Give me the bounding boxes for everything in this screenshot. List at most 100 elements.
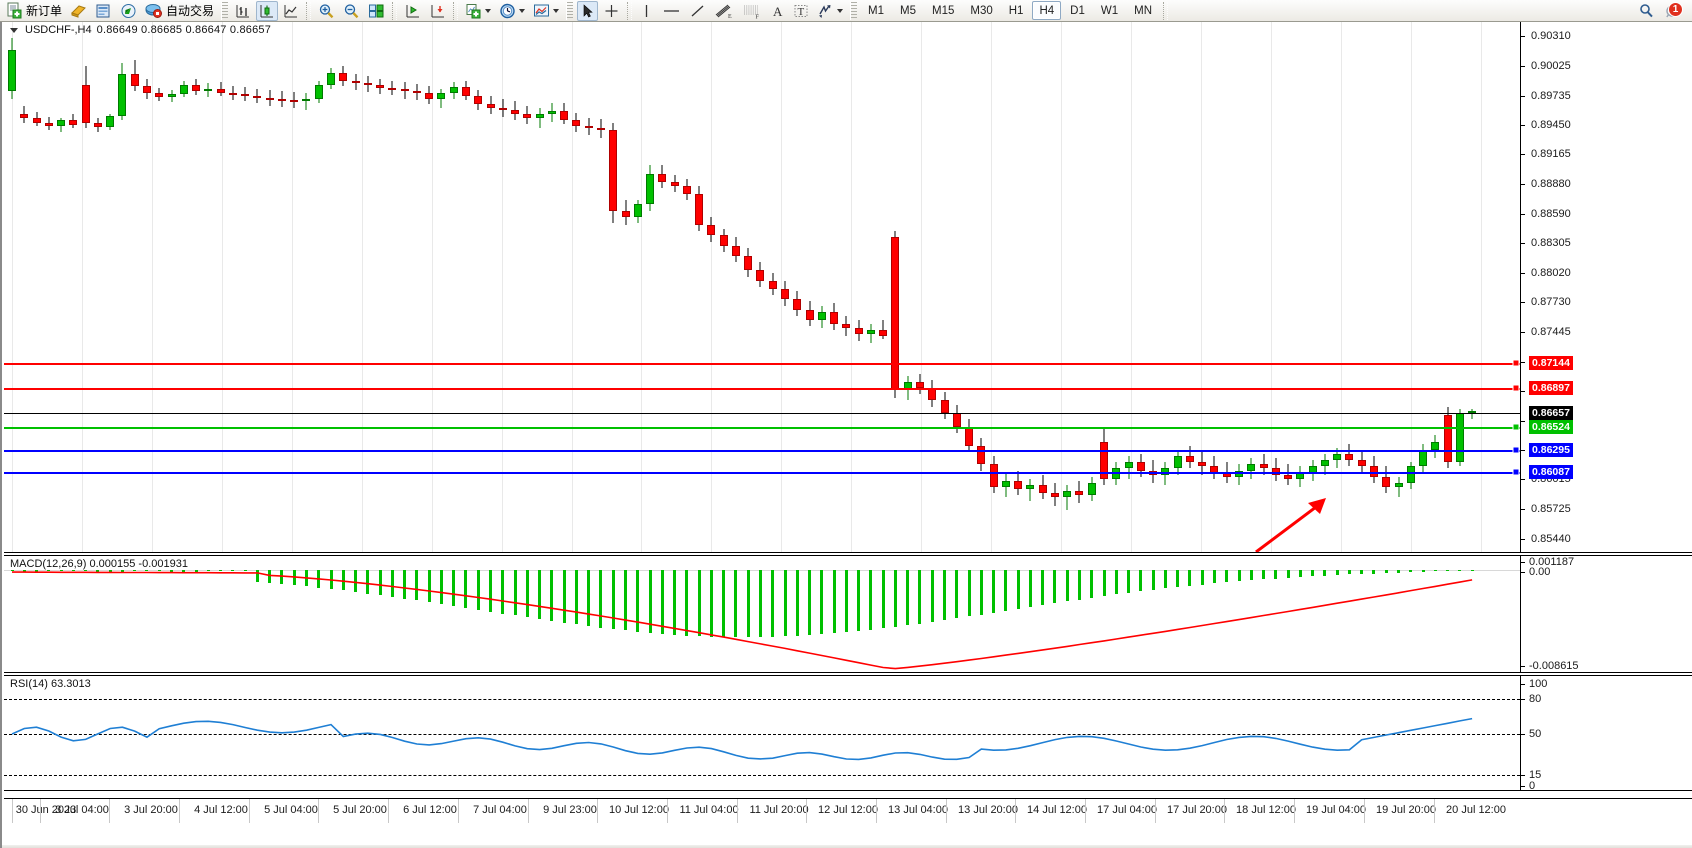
stop-line[interactable] [4, 450, 1520, 453]
clock-icon [500, 3, 515, 18]
price-level-tag[interactable]: 0.87144 [1529, 355, 1573, 370]
candle-body [572, 119, 581, 127]
macd-pane[interactable]: MACD(12,26,9) 0.000155 -0.001931 0.00118… [4, 555, 1692, 673]
timeframe-m15[interactable]: M15 [932, 4, 955, 17]
candle-wick [1029, 478, 1031, 502]
timeframe-h1[interactable]: H1 [1008, 4, 1024, 17]
bar-chart-button[interactable] [232, 1, 254, 21]
take-profit-line[interactable] [4, 388, 1520, 391]
entry-line[interactable] [4, 426, 1520, 429]
level-drag-handle[interactable] [1512, 446, 1520, 454]
time-tick-label: 6 Jul 12:00 [403, 804, 457, 816]
timeframe-m30[interactable]: M30 [970, 4, 993, 17]
new-chart-button[interactable] [462, 1, 494, 21]
fibonacci-tool-button[interactable]: F [739, 1, 765, 21]
candle-body [989, 464, 998, 487]
level-drag-handle[interactable] [1512, 359, 1520, 367]
candle-body [695, 194, 704, 226]
macd-histogram-bar [574, 570, 578, 625]
navigator-button[interactable] [117, 1, 140, 21]
tile-windows-button[interactable] [365, 1, 388, 21]
candlestick [44, 22, 53, 552]
equidistant-channel-button[interactable]: E [711, 1, 737, 21]
auto-scroll-button[interactable] [426, 1, 449, 21]
new-chart-dropdown-caret[interactable] [485, 8, 492, 13]
stop-line[interactable] [4, 471, 1520, 474]
timeframe-h4[interactable]: H4 [1032, 1, 1062, 20]
period-button[interactable] [496, 1, 528, 21]
price-level-tag[interactable]: 0.86087 [1529, 464, 1573, 479]
current-price-line[interactable] [4, 413, 1520, 415]
crosshair-tool-button[interactable] [600, 1, 623, 21]
rsi-axis[interactable]: 100 80 50 15 0 [1520, 676, 1692, 792]
timeframe-mn[interactable]: MN [1134, 4, 1152, 17]
toolbar-grip-3[interactable] [850, 1, 858, 20]
text-tool-button[interactable]: A [767, 1, 788, 21]
rsi-plot-area[interactable] [4, 676, 1520, 790]
expert-advisor-button[interactable] [67, 1, 90, 21]
candle-body [461, 86, 470, 97]
macd-histogram-bar [636, 570, 640, 632]
notifications-button[interactable]: 1 [1660, 1, 1686, 21]
chart-window[interactable]: USDCHF-,H4 0.86649 0.86685 0.86647 0.866… [0, 22, 1692, 848]
vertical-line-tool-button[interactable] [636, 1, 657, 21]
arrows-tool-button[interactable] [814, 1, 846, 21]
price-level-tag[interactable]: 0.86295 [1529, 443, 1573, 458]
macd-histogram-bar [844, 570, 848, 633]
search-button[interactable] [1635, 1, 1658, 21]
timeframe-w1[interactable]: W1 [1100, 4, 1119, 17]
macd-histogram-bar [1188, 570, 1192, 586]
auto-trading-button[interactable]: 自动交易 [142, 1, 217, 21]
candle-wick [269, 90, 271, 106]
toolbar-grip[interactable] [221, 1, 229, 20]
cursor-tool-button[interactable] [577, 0, 599, 21]
zoom-out-button[interactable] [340, 1, 363, 21]
zoom-in-button[interactable] [315, 1, 338, 21]
macd-axis[interactable]: 0.001187 0.00 -0.008615 [1520, 556, 1692, 672]
price-axis[interactable]: 0.90310 0.90025 0.89735 0.89450 0.89165 0.888… [1520, 22, 1692, 552]
indicators-dropdown-caret[interactable] [553, 8, 560, 13]
shift-chart-button[interactable] [401, 1, 424, 21]
toolbar-grip-2[interactable] [566, 1, 574, 20]
candlestick [830, 22, 839, 552]
timeframe-m5[interactable]: M5 [900, 4, 916, 17]
price-pane[interactable]: USDCHF-,H4 0.86649 0.86685 0.86647 0.866… [4, 22, 1692, 553]
candlestick [1136, 22, 1145, 552]
candle-body [1014, 480, 1023, 490]
line-chart-button[interactable] [280, 1, 302, 21]
level-drag-handle[interactable] [1512, 384, 1520, 392]
take-profit-line[interactable] [4, 362, 1520, 365]
data-window-button[interactable] [92, 1, 115, 21]
price-level-tag[interactable]: 0.86897 [1529, 381, 1573, 396]
level-drag-handle[interactable] [1512, 468, 1520, 476]
timeframe-m1[interactable]: M1 [868, 4, 885, 17]
period-dropdown-caret[interactable] [519, 8, 526, 13]
text-label-tool-button[interactable]: T [790, 1, 812, 21]
candlestick [695, 22, 704, 552]
candlestick-chart-button[interactable] [256, 0, 279, 21]
channel-icon: E [715, 4, 732, 19]
price-level-tag[interactable]: 0.86657 [1529, 406, 1573, 421]
trendline-tool-button[interactable] [686, 1, 709, 21]
arrows-dropdown-caret[interactable] [837, 8, 844, 13]
time-axis[interactable]: 30 Jun 2023 3 Jul 04:00 3 Jul 20:00 4 Jul 1… [4, 798, 1692, 823]
time-separator [318, 799, 319, 823]
candlestick [1369, 22, 1378, 552]
horizontal-line-tool-button[interactable] [659, 1, 684, 21]
timeframe-d1[interactable]: D1 [1070, 4, 1085, 17]
price-level-tag[interactable]: 0.86524 [1529, 419, 1573, 434]
rsi-pane[interactable]: RSI(14) 63.3013 100 80 50 15 0 [4, 675, 1692, 792]
macd-plot-area[interactable] [4, 556, 1520, 672]
new-order-button[interactable]: 新订单 [3, 1, 65, 21]
shift-chart-icon [406, 4, 420, 17]
candlestick [388, 22, 397, 552]
candlestick [719, 22, 728, 552]
indicators-button[interactable] [530, 1, 562, 21]
candle-body [842, 324, 851, 329]
time-separator [40, 799, 41, 823]
level-drag-handle[interactable] [1512, 423, 1520, 431]
time-tick-label: 13 Jul 04:00 [888, 804, 948, 816]
macd-histogram-bar [771, 570, 775, 637]
time-tick-label: 17 Jul 20:00 [1167, 804, 1227, 816]
price-plot-area[interactable] [4, 22, 1520, 552]
